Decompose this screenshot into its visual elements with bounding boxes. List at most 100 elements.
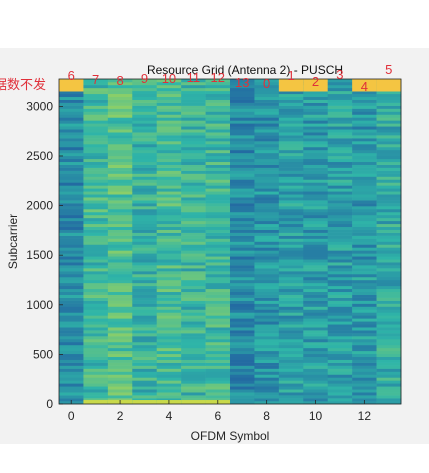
heatmap-cell [303, 256, 329, 260]
heatmap-cell [205, 374, 231, 378]
heatmap-cell [205, 194, 231, 198]
heatmap-cell [156, 268, 182, 272]
heatmap-cell [376, 333, 402, 337]
heatmap-cell [205, 300, 231, 304]
heatmap-cell [83, 200, 109, 204]
heatmap-cell [205, 383, 231, 387]
heatmap-cell [156, 386, 182, 390]
heatmap-cell [376, 232, 402, 236]
heatmap-cell [376, 99, 402, 103]
heatmap-cell [132, 244, 158, 248]
heatmap-cell [254, 99, 280, 103]
heatmap-cell [278, 371, 304, 375]
heatmap-cell [205, 135, 231, 139]
heatmap-cell [254, 389, 280, 393]
heatmap-cell [156, 167, 182, 171]
heatmap-cell [107, 389, 133, 393]
heatmap-cell [83, 188, 109, 192]
heatmap-column [59, 79, 84, 405]
heatmap-cell [278, 294, 304, 298]
heatmap-cell [59, 138, 84, 142]
heatmap-cell [132, 111, 158, 115]
heatmap-cell [205, 336, 231, 340]
heatmap-cell [156, 244, 182, 248]
heatmap-cell [230, 383, 255, 387]
heatmap-cell [327, 268, 353, 272]
heatmap-cell [132, 318, 158, 322]
heatmap-cell [181, 203, 206, 207]
heatmap-cell [376, 191, 402, 195]
heatmap-cell [303, 105, 329, 109]
heatmap-cell [59, 114, 84, 118]
heatmap-cell [352, 291, 377, 295]
symbol-annotation: 5 [385, 62, 392, 77]
heatmap-cell [230, 279, 255, 284]
heatmap-cell [352, 155, 377, 160]
heatmap-cell [205, 265, 231, 269]
heatmap-cell [376, 90, 402, 95]
heatmap-cell [376, 161, 402, 165]
heatmap-cell [352, 96, 377, 100]
heatmap-cell [352, 324, 377, 328]
heatmap-cell [303, 132, 329, 136]
heatmap-cell [156, 129, 182, 133]
heatmap-cell [59, 339, 84, 343]
heatmap-cell [83, 141, 109, 145]
heatmap-cell [205, 188, 231, 192]
heatmap-cell [230, 209, 255, 213]
heatmap-cell [205, 105, 231, 109]
heatmap-cell [156, 250, 182, 254]
heatmap-cell [132, 229, 158, 233]
heatmap-cell [303, 220, 329, 225]
heatmap-cell [132, 146, 158, 151]
heatmap-cell [156, 146, 182, 151]
heatmap-cell [107, 235, 133, 239]
heatmap-cell [83, 220, 109, 225]
heatmap-cell [181, 170, 206, 174]
heatmap-cell [254, 288, 280, 293]
heatmap-cell [230, 220, 255, 225]
heatmap-cell [83, 256, 109, 260]
heatmap-cell [303, 339, 329, 343]
heatmap-cell [278, 117, 304, 121]
heatmap-cell [156, 344, 182, 349]
heatmap-cell [278, 297, 304, 301]
heatmap-cell [278, 398, 304, 402]
heatmap-cell [352, 389, 377, 393]
heatmap-cell [132, 209, 158, 213]
heatmap-cell [83, 93, 109, 98]
heatmap-cell [156, 182, 182, 186]
heatmap-cell [107, 303, 133, 307]
y-tick-label: 3000 [26, 99, 53, 113]
heatmap-cell [254, 232, 280, 236]
heatmap-cell [303, 359, 329, 363]
heatmap-cell [83, 309, 109, 313]
heatmap-cell [107, 371, 133, 375]
heatmap-cell [59, 368, 84, 372]
heatmap-cell [59, 291, 84, 295]
heatmap-cell [303, 164, 329, 168]
heatmap-cell [107, 114, 133, 118]
heatmap-cell [327, 380, 353, 384]
heatmap-cell [327, 291, 353, 295]
heatmap-cell [83, 111, 109, 115]
heatmap-cell [376, 401, 402, 405]
heatmap-cell [352, 265, 377, 269]
heatmap-cell [352, 297, 377, 301]
heatmap-cell [230, 395, 255, 399]
heatmap-cell [327, 114, 353, 118]
heatmap-cell [156, 203, 182, 207]
heatmap-cell [278, 209, 304, 213]
heatmap-cell [230, 81, 255, 86]
heatmap-cell [376, 194, 402, 198]
heatmap-cell [181, 341, 206, 346]
heatmap-cell [376, 297, 402, 301]
heatmap-cell [230, 324, 255, 328]
heatmap-cell [376, 146, 402, 151]
heatmap-cell [205, 141, 231, 145]
heatmap-cell [205, 350, 231, 355]
heatmap-cell [254, 336, 280, 340]
heatmap-cell [278, 300, 304, 304]
